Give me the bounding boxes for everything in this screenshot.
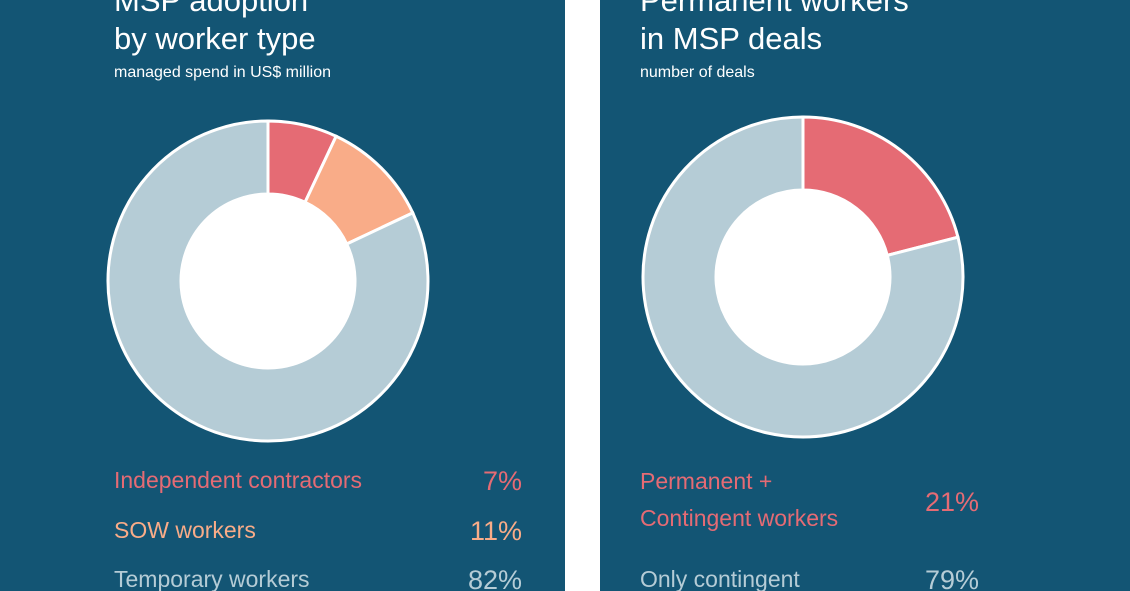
chart-1-legend-label-sow-workers: SOW workers bbox=[114, 517, 256, 543]
chart-2-donut bbox=[641, 115, 965, 439]
chart-2-legend-label-only-contingent: Only contingent bbox=[640, 566, 800, 591]
chart-2-slice-1 bbox=[801, 115, 960, 258]
chart-1-title-line-2: by worker type bbox=[114, 21, 316, 56]
chart-2-legend-label-permanent-contingent-line-2: Contingent workers bbox=[640, 505, 839, 531]
chart-1-legend-label-temporary-workers: Temporary workers bbox=[114, 566, 310, 591]
chart-2-title-line-1: Permanent workers bbox=[640, 0, 909, 18]
chart-2-legend-value-only-contingent: 79% bbox=[924, 565, 979, 591]
panel-separator bbox=[565, 0, 600, 591]
chart-1-donut-hole bbox=[181, 194, 355, 368]
chart-1-legend-value-sow-workers: 11% bbox=[469, 516, 522, 546]
chart-1-legend-value-independent-contractors: 7% bbox=[482, 466, 522, 496]
chart-2-legend-label-permanent-contingent-line-1: Permanent + bbox=[640, 468, 773, 494]
chart-2-title-line-2: in MSP deals bbox=[640, 21, 823, 56]
chart-2-subtitle: number of deals bbox=[640, 64, 755, 81]
chart-1-donut bbox=[106, 119, 430, 443]
chart-2-donut-hole bbox=[716, 190, 890, 364]
chart-1-legend-label-independent-contractors: Independent contractors bbox=[114, 467, 363, 493]
chart-2-legend-value-permanent-contingent: 21% bbox=[924, 487, 979, 517]
chart-1-legend-value-temporary-workers: 82% bbox=[467, 565, 522, 591]
chart-1-subtitle: managed spend in US$ million bbox=[114, 64, 332, 81]
chart-1-title-line-1: MSP adoption bbox=[114, 0, 309, 18]
